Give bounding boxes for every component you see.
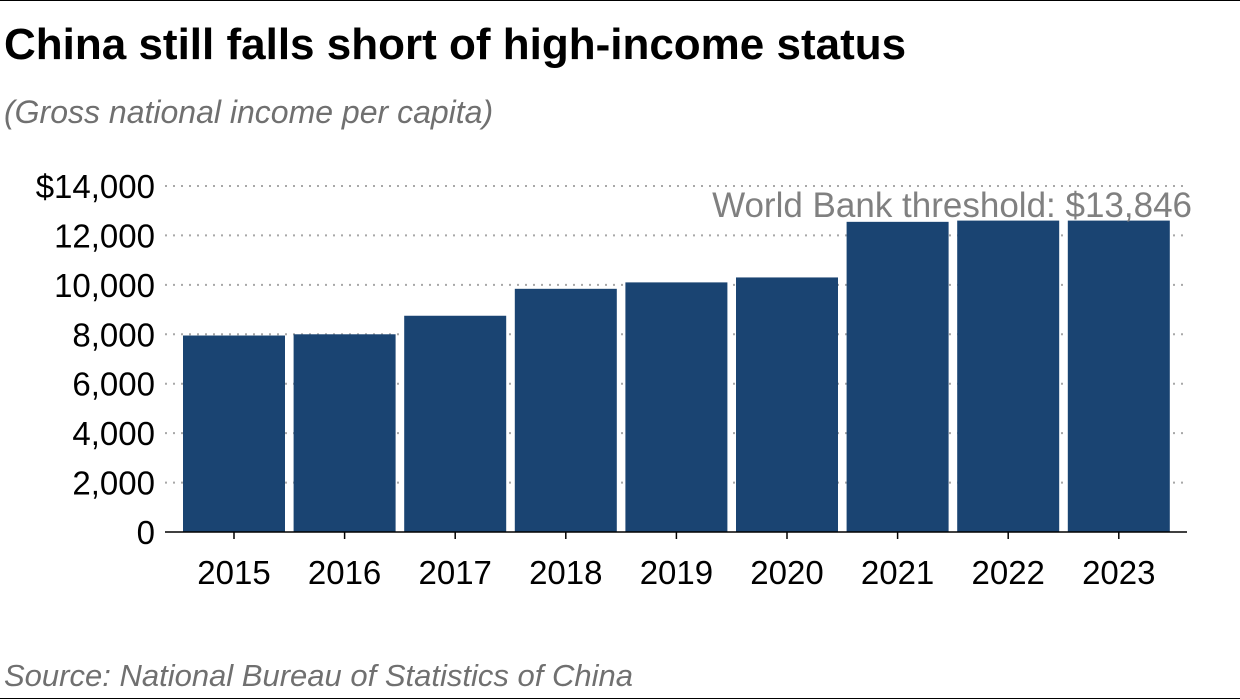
bar-2018 bbox=[514, 288, 617, 532]
y-tick-label: 10,000 bbox=[54, 267, 155, 304]
bars bbox=[183, 220, 1170, 533]
bar-2019 bbox=[625, 282, 728, 532]
y-tick-label: 0 bbox=[137, 514, 155, 551]
bar-2021 bbox=[846, 221, 949, 533]
x-tick-label: 2018 bbox=[529, 554, 602, 591]
bar-2016 bbox=[293, 334, 396, 532]
x-tick-label: 2020 bbox=[750, 554, 823, 591]
threshold-annotation: World Bank threshold: $13,846 bbox=[712, 186, 1192, 225]
x-tick-label: 2016 bbox=[308, 554, 381, 591]
source-note: Source: National Bureau of Statistics of… bbox=[4, 658, 633, 693]
x-tick-label: 2023 bbox=[1082, 554, 1155, 591]
bar-2020 bbox=[736, 277, 838, 532]
x-tick-label: 2019 bbox=[640, 554, 713, 591]
x-tick-label: 2017 bbox=[418, 554, 491, 591]
x-tick-label: 2021 bbox=[861, 554, 934, 591]
bottom-rule bbox=[0, 698, 1240, 699]
y-tick-label: 6,000 bbox=[72, 366, 155, 403]
bar-chart: 0 2,000 4,000 6,000 8,000 10,000 12,000 $14,000… bbox=[36, 168, 1192, 591]
y-tick-label: $14,000 bbox=[36, 168, 155, 205]
y-tick-label: 8,000 bbox=[72, 316, 155, 353]
bar-2023 bbox=[1067, 220, 1170, 532]
top-rule bbox=[0, 0, 1240, 1]
x-tick-label: 2022 bbox=[971, 554, 1044, 591]
y-tick-label: 2,000 bbox=[72, 465, 155, 502]
y-tick-label: 4,000 bbox=[72, 415, 155, 452]
chart-subtitle: (Gross national income per capita) bbox=[4, 94, 494, 130]
chart-title: China still falls short of high-income s… bbox=[4, 20, 907, 69]
bar-2022 bbox=[957, 220, 1060, 532]
x-tick-label: 2015 bbox=[197, 554, 270, 591]
axes: 0 2,000 4,000 6,000 8,000 10,000 12,000 $14,000… bbox=[36, 168, 1187, 591]
bar-2017 bbox=[404, 315, 507, 532]
bar-2015 bbox=[183, 335, 285, 532]
y-tick-label: 12,000 bbox=[54, 217, 155, 254]
